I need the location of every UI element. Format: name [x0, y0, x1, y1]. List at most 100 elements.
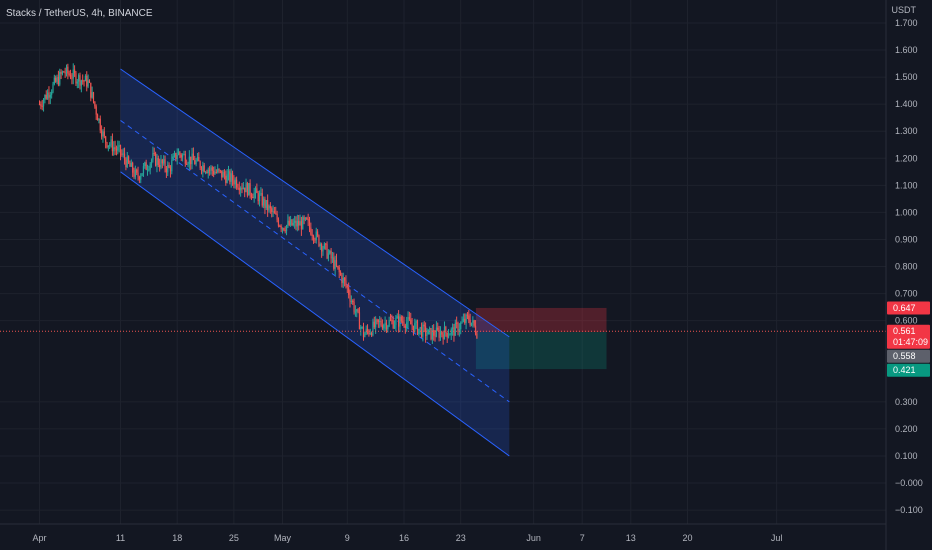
- candle-body: [202, 165, 204, 172]
- candle-body: [388, 320, 390, 326]
- y-tick-label: 1.300: [895, 126, 918, 136]
- grid: [0, 0, 886, 524]
- stop-loss-zone[interactable]: [475, 307, 607, 333]
- candle-body: [408, 317, 410, 320]
- x-tick-label: 20: [682, 533, 692, 543]
- candle-body: [125, 159, 127, 168]
- candle-body: [152, 153, 154, 160]
- candle-body: [384, 322, 386, 325]
- candle-body: [169, 167, 172, 172]
- candle-body: [353, 301, 355, 312]
- candle-body: [462, 318, 464, 322]
- candle-body: [260, 193, 262, 195]
- candle-body: [180, 154, 182, 158]
- candle-body: [53, 77, 55, 84]
- candle-body: [82, 80, 84, 82]
- candle-body: [357, 309, 359, 313]
- price-badge-label: 0.558: [893, 351, 916, 361]
- candle-body: [377, 319, 379, 322]
- candle-body: [78, 75, 80, 82]
- channel-upper-line[interactable]: [120, 68, 510, 338]
- candle-body: [295, 220, 297, 227]
- y-tick-label: −0.100: [895, 505, 923, 515]
- candle-body: [272, 210, 274, 212]
- candle-body: [287, 220, 289, 226]
- candle-body: [248, 183, 250, 196]
- candle-body: [420, 327, 423, 337]
- candle-body: [329, 250, 331, 254]
- candle-body: [291, 219, 293, 226]
- candle-body: [176, 154, 178, 160]
- candle-body: [192, 153, 194, 161]
- candle-body: [393, 324, 396, 329]
- candle-body: [47, 92, 49, 99]
- candle-body: [342, 277, 344, 284]
- candle-body: [110, 139, 112, 145]
- candle-body: [412, 325, 415, 332]
- candle-body: [315, 231, 317, 241]
- position-zones: [475, 307, 607, 370]
- candle-body: [44, 94, 46, 100]
- candle-body: [92, 92, 95, 102]
- candle-body: [456, 322, 458, 324]
- candle-body: [115, 148, 118, 151]
- candle-body: [285, 225, 288, 232]
- candle-body: [221, 170, 223, 178]
- candle-body: [339, 272, 342, 275]
- price-axis[interactable]: 1.700 1.600 1.500 1.400 1.300 1.200 1.100 1.000…: [895, 18, 923, 515]
- candle-body: [369, 332, 371, 335]
- price-badge: [887, 301, 930, 315]
- price-badge: [887, 324, 930, 349]
- candle-body: [41, 105, 43, 107]
- candle-body: [419, 327, 421, 329]
- candle-body: [83, 80, 85, 82]
- candle-body: [163, 159, 165, 164]
- candle-body: [225, 175, 227, 183]
- candle-body: [438, 329, 440, 338]
- channel-lower-line[interactable]: [120, 171, 510, 457]
- x-tick-label: Jul: [771, 533, 783, 543]
- candle-body: [146, 169, 149, 171]
- candle-body: [40, 104, 42, 106]
- candle-body: [427, 329, 429, 335]
- candle-body: [446, 332, 448, 338]
- x-tick-label: 9: [345, 533, 350, 543]
- candle-body: [426, 334, 428, 337]
- candle-body: [240, 187, 242, 191]
- candle-body: [404, 325, 406, 328]
- candle-body: [195, 160, 197, 165]
- candle-body: [213, 170, 215, 175]
- candle-body: [294, 220, 296, 223]
- candle-body: [91, 92, 93, 98]
- candle-body: [435, 327, 437, 337]
- candle-body: [175, 153, 177, 160]
- candle-body: [145, 162, 147, 170]
- candle-body: [354, 311, 356, 313]
- time-axis[interactable]: Apr 11 18 25 May 9 16 23 Jun 7 13 20 Jul: [32, 533, 782, 543]
- candle-body: [99, 118, 101, 131]
- candle-body: [204, 171, 207, 173]
- candle-body: [111, 139, 113, 152]
- candle-body: [314, 239, 316, 241]
- take-profit-zone[interactable]: [475, 332, 607, 370]
- candle-body: [308, 220, 311, 228]
- candle-body: [407, 317, 409, 323]
- candle-body: [298, 220, 300, 226]
- candle-body: [42, 99, 45, 107]
- candle-body: [80, 80, 82, 86]
- price-badge: [887, 363, 930, 377]
- candle-body: [61, 71, 64, 74]
- candle-body: [75, 73, 77, 84]
- candle-body: [392, 320, 394, 329]
- candle-body: [101, 130, 103, 137]
- candle-body: [215, 172, 217, 174]
- candle-body: [361, 326, 363, 328]
- candle-body: [447, 335, 450, 338]
- candle-body: [317, 231, 319, 236]
- candle-body: [292, 222, 294, 226]
- candle-body: [371, 332, 373, 336]
- candle-body: [310, 227, 312, 235]
- candle-body: [76, 81, 78, 84]
- candle-body: [379, 320, 381, 322]
